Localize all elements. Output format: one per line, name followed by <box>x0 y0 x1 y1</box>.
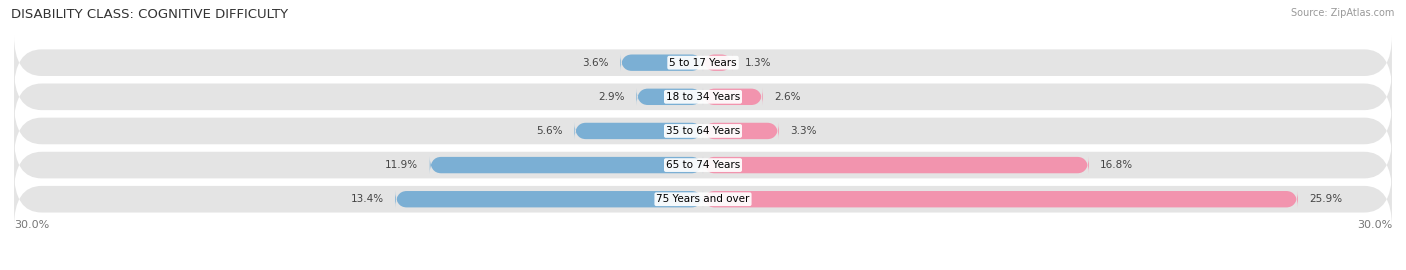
Text: 2.6%: 2.6% <box>775 92 800 102</box>
Text: 3.3%: 3.3% <box>790 126 817 136</box>
FancyBboxPatch shape <box>395 190 703 208</box>
Text: 35 to 64 Years: 35 to 64 Years <box>666 126 740 136</box>
Text: 13.4%: 13.4% <box>350 194 384 204</box>
Text: 30.0%: 30.0% <box>14 220 49 230</box>
FancyBboxPatch shape <box>620 54 703 72</box>
FancyBboxPatch shape <box>430 156 703 174</box>
Text: Source: ZipAtlas.com: Source: ZipAtlas.com <box>1291 8 1395 18</box>
Text: 30.0%: 30.0% <box>1357 220 1392 230</box>
Text: 25.9%: 25.9% <box>1309 194 1343 204</box>
FancyBboxPatch shape <box>14 137 1392 193</box>
Text: 2.9%: 2.9% <box>599 92 624 102</box>
FancyBboxPatch shape <box>703 122 779 140</box>
FancyBboxPatch shape <box>637 88 703 106</box>
Text: 18 to 34 Years: 18 to 34 Years <box>666 92 740 102</box>
Text: 75 Years and over: 75 Years and over <box>657 194 749 204</box>
Text: 16.8%: 16.8% <box>1101 160 1133 170</box>
Text: 11.9%: 11.9% <box>385 160 418 170</box>
FancyBboxPatch shape <box>703 190 1298 208</box>
FancyBboxPatch shape <box>703 156 1088 174</box>
FancyBboxPatch shape <box>14 103 1392 158</box>
FancyBboxPatch shape <box>14 171 1392 227</box>
Text: 1.3%: 1.3% <box>744 58 770 68</box>
FancyBboxPatch shape <box>703 54 733 72</box>
Text: 5 to 17 Years: 5 to 17 Years <box>669 58 737 68</box>
Text: 5.6%: 5.6% <box>537 126 562 136</box>
FancyBboxPatch shape <box>14 69 1392 124</box>
Text: DISABILITY CLASS: COGNITIVE DIFFICULTY: DISABILITY CLASS: COGNITIVE DIFFICULTY <box>11 8 288 21</box>
Text: 65 to 74 Years: 65 to 74 Years <box>666 160 740 170</box>
Text: 3.6%: 3.6% <box>582 58 609 68</box>
FancyBboxPatch shape <box>14 35 1392 90</box>
FancyBboxPatch shape <box>575 122 703 140</box>
FancyBboxPatch shape <box>703 88 762 106</box>
